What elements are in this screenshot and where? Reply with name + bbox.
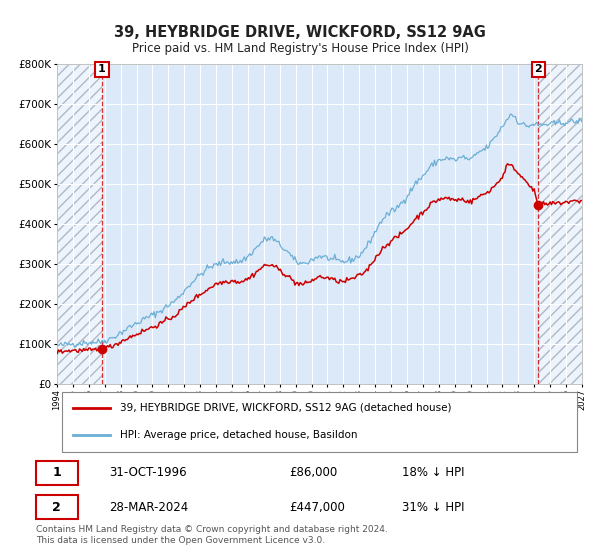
Bar <box>57 64 102 384</box>
Text: HPI: Average price, detached house, Basildon: HPI: Average price, detached house, Basi… <box>120 431 358 440</box>
Text: 1: 1 <box>98 64 106 74</box>
FancyBboxPatch shape <box>62 392 577 452</box>
Text: 1: 1 <box>52 466 61 479</box>
Text: Price paid vs. HM Land Registry's House Price Index (HPI): Price paid vs. HM Land Registry's House … <box>131 42 469 55</box>
Text: 2: 2 <box>535 64 542 74</box>
FancyBboxPatch shape <box>35 461 78 484</box>
Text: Contains HM Land Registry data © Crown copyright and database right 2024.
This d: Contains HM Land Registry data © Crown c… <box>35 525 388 545</box>
Text: 39, HEYBRIDGE DRIVE, WICKFORD, SS12 9AG (detached house): 39, HEYBRIDGE DRIVE, WICKFORD, SS12 9AG … <box>120 403 452 413</box>
Bar <box>57 64 102 384</box>
FancyBboxPatch shape <box>35 495 78 519</box>
Text: 28-MAR-2024: 28-MAR-2024 <box>109 501 188 514</box>
Bar <box>538 64 582 384</box>
Text: 31% ↓ HPI: 31% ↓ HPI <box>402 501 465 514</box>
Bar <box>538 64 582 384</box>
Text: 39, HEYBRIDGE DRIVE, WICKFORD, SS12 9AG: 39, HEYBRIDGE DRIVE, WICKFORD, SS12 9AG <box>114 25 486 40</box>
Text: £447,000: £447,000 <box>289 501 346 514</box>
Text: 2: 2 <box>52 501 61 514</box>
Text: 31-OCT-1996: 31-OCT-1996 <box>109 466 187 479</box>
Text: 18% ↓ HPI: 18% ↓ HPI <box>402 466 465 479</box>
Text: £86,000: £86,000 <box>289 466 338 479</box>
